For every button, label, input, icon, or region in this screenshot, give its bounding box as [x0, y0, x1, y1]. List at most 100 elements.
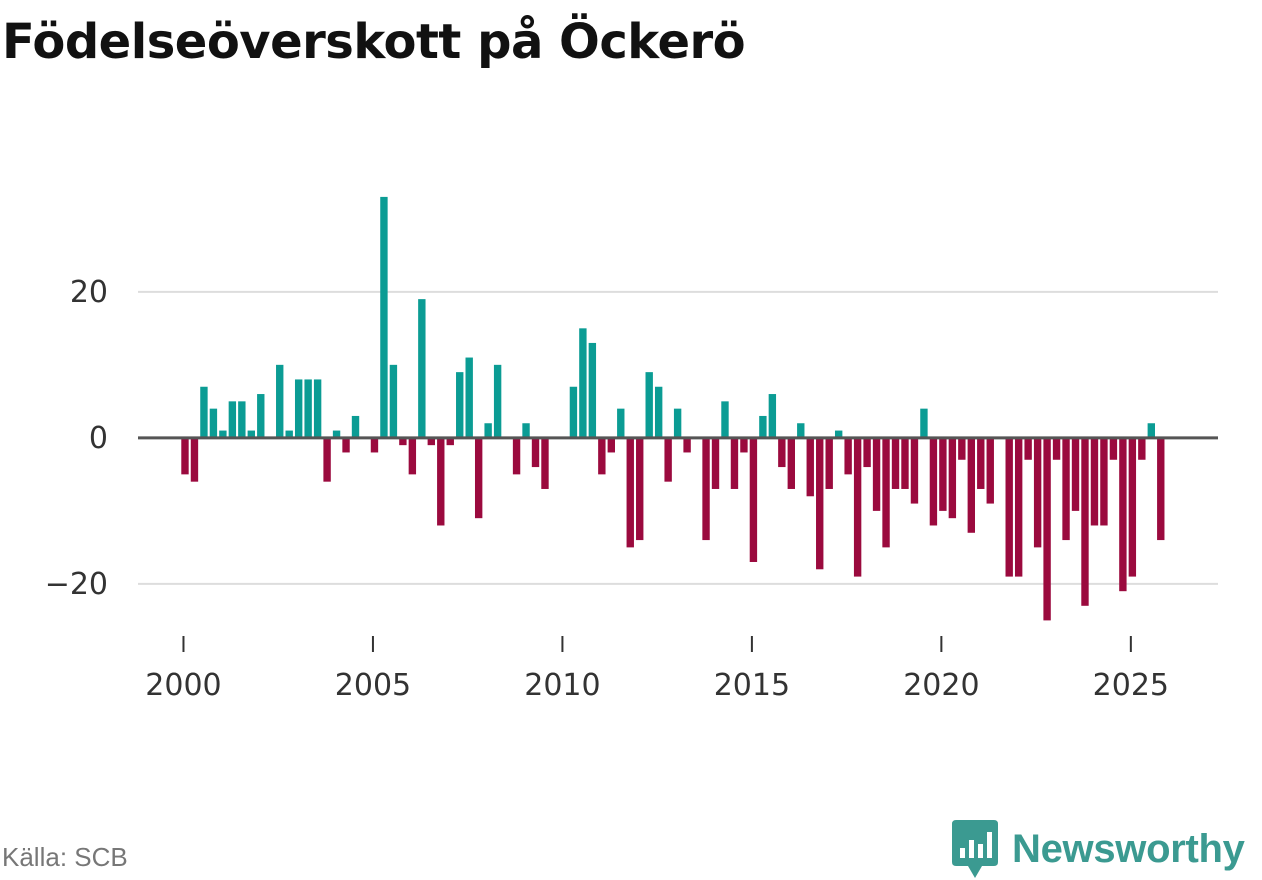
bar[interactable] — [797, 423, 805, 438]
bar[interactable] — [522, 423, 530, 438]
bar[interactable] — [190, 437, 199, 482]
bar[interactable] — [977, 437, 985, 489]
bar[interactable] — [853, 437, 862, 577]
bar[interactable] — [711, 437, 720, 489]
bar[interactable] — [872, 437, 881, 511]
bar[interactable] — [1033, 437, 1042, 548]
brand-logo[interactable]: Newsworthy — [950, 818, 1245, 880]
bar[interactable] — [1100, 437, 1108, 526]
bar[interactable] — [579, 328, 587, 438]
bar[interactable] — [787, 437, 795, 489]
bar[interactable] — [1090, 437, 1099, 526]
bar[interactable] — [939, 437, 947, 511]
bar[interactable] — [768, 394, 777, 438]
bar[interactable] — [1147, 423, 1155, 438]
bar[interactable] — [759, 415, 767, 438]
bar[interactable] — [806, 437, 814, 497]
bar[interactable] — [427, 437, 435, 446]
bar[interactable] — [200, 386, 208, 438]
bar[interactable] — [664, 437, 672, 482]
bar[interactable] — [778, 437, 786, 468]
bar[interactable] — [730, 437, 739, 489]
bar[interactable] — [1062, 437, 1070, 541]
bar[interactable] — [351, 415, 360, 438]
bar[interactable] — [844, 437, 852, 475]
bar[interactable] — [683, 437, 691, 453]
bar[interactable] — [1043, 437, 1051, 621]
bar[interactable] — [418, 299, 426, 438]
bar[interactable] — [276, 364, 284, 438]
bar[interactable] — [238, 401, 246, 438]
bar[interactable] — [219, 430, 227, 438]
bar[interactable] — [1071, 437, 1080, 511]
bar[interactable] — [370, 437, 379, 453]
bar[interactable] — [901, 437, 909, 489]
bar[interactable] — [816, 437, 824, 570]
bar[interactable] — [332, 430, 341, 438]
bar[interactable] — [749, 437, 758, 562]
bar[interactable] — [863, 437, 871, 468]
x-tick-label: 2025 — [1093, 668, 1169, 703]
bar[interactable] — [645, 372, 653, 438]
bar[interactable] — [313, 379, 322, 438]
bar[interactable] — [920, 408, 928, 438]
bar[interactable] — [948, 437, 957, 519]
bar[interactable] — [304, 379, 312, 438]
bar[interactable] — [825, 437, 833, 489]
bar[interactable] — [257, 394, 265, 438]
bar[interactable] — [408, 437, 417, 475]
bar[interactable] — [446, 437, 454, 446]
bar[interactable] — [958, 437, 966, 460]
bar[interactable] — [1005, 437, 1013, 577]
bar[interactable] — [626, 437, 634, 548]
bar[interactable] — [588, 342, 597, 438]
bar[interactable] — [342, 437, 350, 453]
bar[interactable] — [531, 437, 540, 468]
bar[interactable] — [910, 437, 919, 504]
bar[interactable] — [1109, 437, 1118, 460]
bar[interactable] — [654, 386, 663, 438]
bar[interactable] — [636, 437, 644, 541]
bar[interactable] — [399, 437, 407, 446]
bar[interactable] — [1052, 437, 1061, 460]
bar[interactable] — [740, 437, 748, 453]
bar[interactable] — [285, 430, 293, 438]
bar[interactable] — [294, 379, 303, 438]
bar[interactable] — [1014, 437, 1023, 577]
bar[interactable] — [598, 437, 606, 475]
bar[interactable] — [721, 401, 729, 438]
bar[interactable] — [967, 437, 975, 533]
bar[interactable] — [929, 437, 938, 526]
bar[interactable] — [512, 437, 521, 475]
bar[interactable] — [541, 437, 549, 489]
bar[interactable] — [617, 408, 625, 438]
bar[interactable] — [882, 437, 890, 548]
bar[interactable] — [607, 437, 615, 453]
bar[interactable] — [702, 437, 710, 541]
bar[interactable] — [493, 364, 502, 438]
bar[interactable] — [228, 401, 237, 438]
bar[interactable] — [380, 196, 388, 438]
bar[interactable] — [1119, 437, 1127, 592]
bar[interactable] — [474, 437, 483, 519]
bar[interactable] — [1024, 437, 1032, 460]
bar[interactable] — [323, 437, 331, 482]
x-tick-label: 2020 — [903, 668, 979, 703]
bar[interactable] — [209, 408, 218, 438]
bar[interactable] — [1157, 437, 1165, 541]
bar[interactable] — [1138, 437, 1146, 460]
bar[interactable] — [484, 423, 492, 438]
bar[interactable] — [986, 437, 994, 504]
bar[interactable] — [389, 364, 398, 438]
bar[interactable] — [247, 430, 255, 438]
bar[interactable] — [1081, 437, 1089, 606]
bar[interactable] — [456, 372, 464, 438]
bar[interactable] — [181, 437, 189, 475]
bar[interactable] — [569, 386, 578, 438]
bar[interactable] — [437, 437, 445, 526]
bar[interactable] — [465, 357, 473, 438]
bar[interactable] — [1128, 437, 1137, 577]
bar[interactable] — [891, 437, 900, 489]
bar[interactable] — [834, 430, 843, 438]
bar[interactable] — [673, 408, 682, 438]
